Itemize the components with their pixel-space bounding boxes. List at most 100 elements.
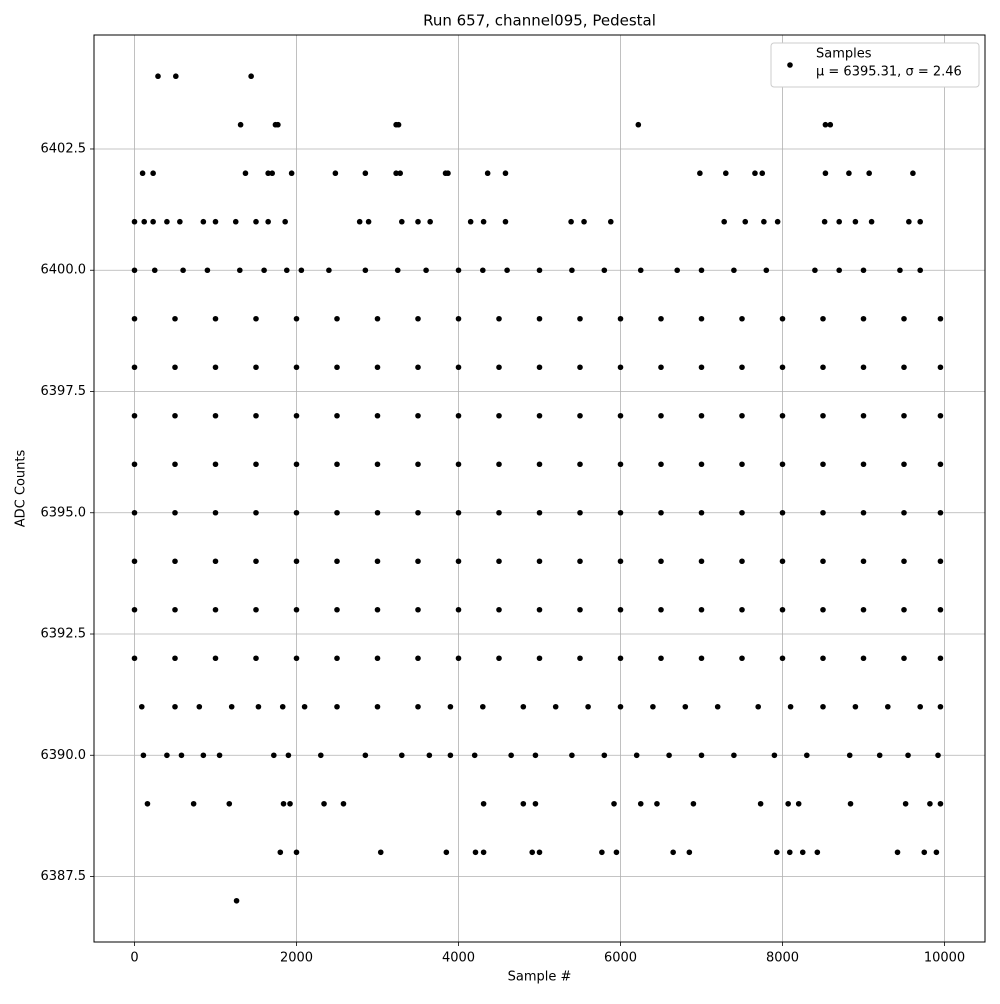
point [822,121,829,128]
point [374,703,381,710]
point [697,170,703,177]
point [415,315,421,322]
point [164,752,170,759]
point [480,800,487,807]
point [282,218,288,225]
point [374,364,381,371]
point [779,655,786,662]
point [172,461,178,468]
point [395,121,402,128]
point [860,461,867,468]
plot-frame [93,34,986,943]
point [611,800,617,807]
point [212,218,219,225]
point [637,800,644,807]
point [633,752,640,759]
point [820,461,826,468]
point [536,606,543,613]
point [937,315,944,322]
point [552,703,559,710]
point [237,267,243,274]
point [698,461,705,468]
point [613,849,620,856]
point [860,509,867,516]
point [739,461,745,468]
point [577,558,583,565]
point [283,267,290,274]
point [374,558,381,565]
point [569,267,575,274]
point [937,461,944,468]
point [937,558,944,565]
point [334,315,340,322]
point [293,655,300,662]
point [866,170,872,177]
point [131,558,138,565]
point [894,849,901,856]
point [443,849,450,856]
point [362,752,369,759]
point [212,461,219,468]
point [298,267,305,274]
x-tick-label: 0 [130,951,138,966]
point [682,703,689,710]
point [536,412,543,419]
point [288,170,295,177]
point [496,606,502,613]
point [200,752,207,759]
point [820,606,826,613]
x-tick-label: 10000 [924,951,965,966]
point [164,218,170,225]
point [868,218,875,225]
point [455,315,462,322]
point [901,655,907,662]
point [795,800,802,807]
point [739,655,745,662]
point [822,170,829,177]
point [237,121,244,128]
point [508,752,514,759]
point [415,364,421,371]
point [445,170,451,177]
point [532,800,539,807]
x-axis-label: Sample # [508,970,572,985]
point [334,558,340,565]
y-tick-label: 6397.5 [41,384,87,399]
point [455,364,462,371]
point [334,364,340,371]
point [721,218,727,225]
point [906,218,912,225]
point [334,461,340,468]
point [248,73,254,80]
point [334,412,340,419]
point [340,800,347,807]
y-tick-label: 6387.5 [41,869,87,884]
point [131,364,138,371]
point [502,218,509,225]
point [827,121,834,128]
point [520,703,527,710]
point [901,412,907,419]
legend-marker [787,62,793,68]
point [658,606,664,613]
point [852,703,859,710]
point [496,461,502,468]
point [577,606,583,613]
point [212,606,219,613]
point [658,461,664,468]
point [332,170,339,177]
point [536,849,543,856]
point [178,752,185,759]
point [447,752,454,759]
point [529,849,536,856]
point [150,218,156,225]
point [752,170,758,177]
point [374,509,381,516]
point [601,752,608,759]
point [852,218,859,225]
point [200,218,207,225]
point [577,461,583,468]
point [293,606,300,613]
point [496,558,502,565]
